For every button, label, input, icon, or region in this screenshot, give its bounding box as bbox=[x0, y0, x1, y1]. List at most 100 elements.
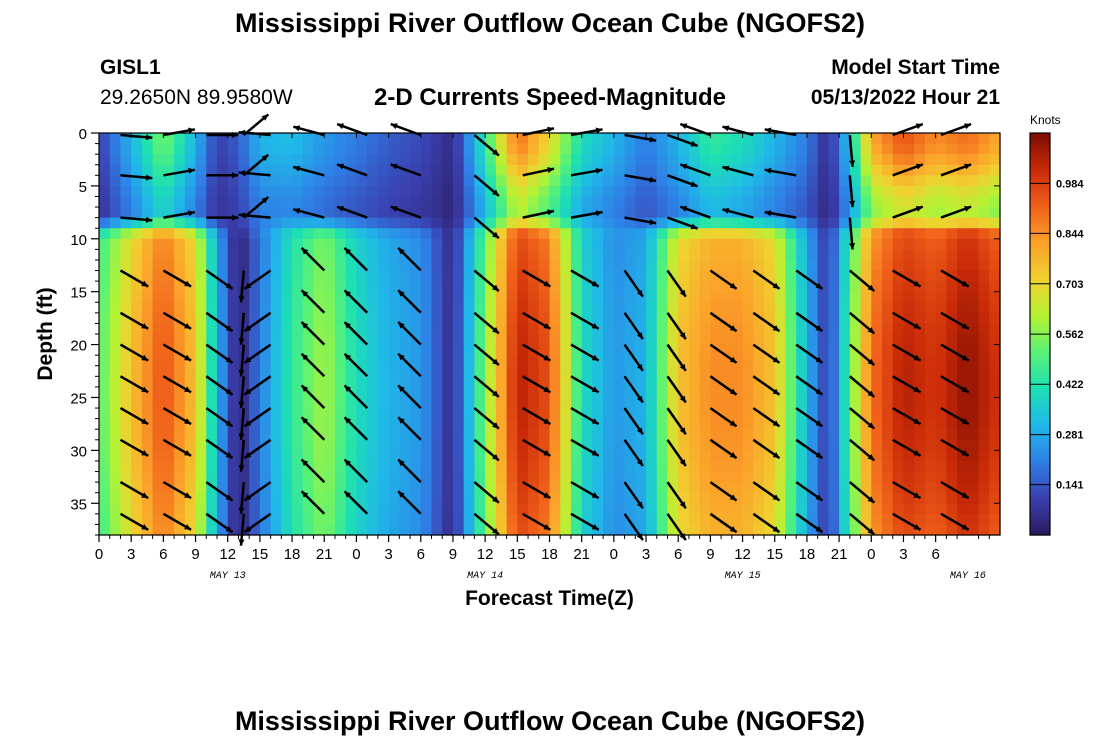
current-arrow bbox=[570, 481, 600, 500]
heatmap-cell bbox=[935, 513, 947, 526]
heatmap-cell bbox=[388, 217, 400, 229]
heatmap-cell bbox=[120, 334, 132, 346]
heatmap-cell bbox=[292, 503, 304, 515]
heatmap-cell bbox=[785, 249, 797, 261]
heatmap-cell bbox=[506, 207, 518, 219]
heatmap-cell bbox=[817, 386, 829, 399]
heatmap-cell bbox=[442, 376, 454, 388]
heatmap-cell bbox=[302, 344, 315, 356]
heatmap-cell bbox=[946, 154, 958, 166]
heatmap-cell bbox=[259, 291, 272, 303]
heatmap-cell bbox=[892, 450, 905, 462]
heatmap-cell bbox=[957, 365, 969, 377]
heatmap-cell bbox=[99, 249, 111, 261]
heatmap-cell bbox=[882, 259, 894, 272]
heatmap-cell bbox=[882, 143, 894, 155]
heatmap-cell bbox=[871, 344, 883, 356]
heatmap-cell bbox=[592, 439, 604, 451]
heatmap-cell bbox=[581, 376, 594, 388]
heatmap-cell bbox=[324, 386, 336, 399]
heatmap-cell bbox=[99, 365, 111, 377]
heatmap-cell bbox=[474, 355, 486, 367]
heatmap-cell bbox=[978, 397, 990, 409]
heatmap-cell bbox=[270, 376, 282, 388]
heatmap-cell bbox=[796, 376, 808, 388]
heatmap-cell bbox=[764, 312, 776, 325]
heatmap-cell bbox=[463, 334, 476, 346]
heatmap-cell bbox=[506, 344, 518, 356]
heatmap-cell bbox=[839, 270, 851, 282]
heatmap-cell bbox=[227, 302, 240, 314]
heatmap-cell bbox=[989, 439, 1001, 451]
heatmap-cell bbox=[324, 154, 336, 166]
arrow-head bbox=[913, 418, 921, 425]
heatmap-cell bbox=[903, 492, 915, 504]
heatmap-cell bbox=[452, 471, 465, 483]
current-arrow bbox=[795, 512, 824, 534]
arrow-head bbox=[772, 452, 780, 459]
heatmap-cell bbox=[281, 344, 293, 356]
heatmap-cell bbox=[184, 143, 197, 155]
heatmap-cell bbox=[399, 238, 411, 250]
heatmap-cell bbox=[431, 439, 443, 451]
heatmap-cell bbox=[624, 154, 636, 166]
heatmap-cell bbox=[624, 259, 636, 272]
heatmap-cell bbox=[860, 429, 872, 441]
heatmap-cell bbox=[871, 143, 883, 155]
heatmap-cell bbox=[292, 175, 304, 187]
heatmap-cell bbox=[259, 418, 272, 430]
heatmap-cell bbox=[377, 207, 390, 219]
heatmap-cell bbox=[334, 281, 347, 293]
heatmap-cell bbox=[195, 450, 207, 462]
heatmap-cell bbox=[367, 164, 379, 176]
heatmap-cell bbox=[99, 408, 111, 420]
heatmap-cell bbox=[613, 302, 626, 314]
heatmap-cell bbox=[903, 228, 915, 240]
heatmap-cell bbox=[195, 281, 207, 293]
heatmap-cell bbox=[206, 418, 218, 430]
heatmap-cell bbox=[967, 524, 980, 536]
heatmap-cell bbox=[914, 503, 926, 515]
heatmap-cell bbox=[495, 492, 508, 504]
heatmap-cell bbox=[860, 482, 872, 494]
heatmap-cell bbox=[270, 143, 282, 155]
heatmap-cell bbox=[892, 460, 905, 473]
arrow-head bbox=[244, 388, 252, 395]
heatmap-cell bbox=[345, 450, 358, 462]
heatmap-cell bbox=[731, 355, 744, 367]
heatmap-cell bbox=[410, 291, 422, 303]
heatmap-cell bbox=[184, 196, 197, 208]
colorbar-step bbox=[1030, 387, 1050, 392]
current-arrow bbox=[666, 269, 687, 298]
heatmap-cell bbox=[796, 143, 808, 155]
current-arrow bbox=[238, 376, 246, 409]
heatmap-cell bbox=[485, 334, 497, 346]
heatmap-cell bbox=[710, 482, 722, 494]
heatmap-cell bbox=[109, 207, 122, 219]
heatmap-cell bbox=[249, 207, 261, 219]
heatmap-cell bbox=[377, 429, 390, 441]
heatmap-cell bbox=[924, 291, 937, 303]
heatmap-cell bbox=[377, 450, 390, 462]
heatmap-cell bbox=[860, 334, 872, 346]
heatmap-cell bbox=[120, 397, 132, 409]
heatmap-cell bbox=[860, 408, 872, 420]
heatmap-cell bbox=[174, 408, 186, 420]
heatmap-cell bbox=[978, 524, 990, 536]
heatmap-cell bbox=[839, 164, 851, 176]
colorbar-step bbox=[1030, 250, 1050, 255]
arrow-head bbox=[961, 524, 969, 530]
heatmap-cell bbox=[452, 175, 465, 187]
heatmap-cell bbox=[882, 376, 894, 388]
heatmap-cell bbox=[452, 164, 465, 176]
heatmap-cell bbox=[592, 344, 604, 356]
heatmap-cell bbox=[570, 460, 583, 473]
heatmap-cell bbox=[978, 270, 990, 282]
arrow-head bbox=[964, 123, 972, 130]
heatmap-cell bbox=[517, 418, 529, 430]
heatmap-cell bbox=[839, 281, 851, 293]
heatmap-cell bbox=[785, 291, 797, 303]
heatmap-cell bbox=[817, 164, 829, 176]
heatmap-cell bbox=[120, 492, 132, 504]
heatmap-cell bbox=[281, 302, 293, 314]
